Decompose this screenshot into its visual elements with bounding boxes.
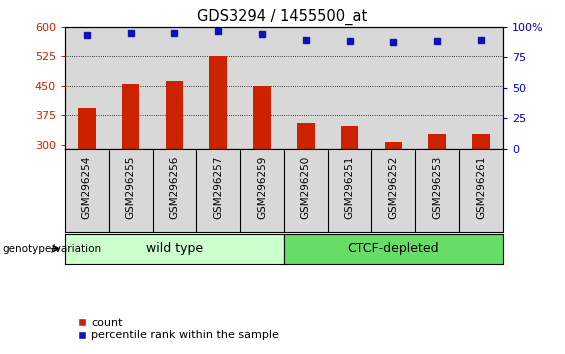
Bar	[210, 57, 227, 263]
Bar	[428, 134, 446, 263]
Text: GSM296261: GSM296261	[476, 155, 486, 219]
Text: GSM296256: GSM296256	[170, 155, 180, 219]
Text: GSM296252: GSM296252	[388, 155, 398, 219]
Bar	[385, 142, 402, 263]
Text: wild type: wild type	[146, 242, 203, 255]
Bar	[253, 86, 271, 263]
Bar	[78, 108, 95, 263]
Text: GSM296257: GSM296257	[213, 155, 223, 219]
Bar	[166, 81, 183, 263]
Text: GSM296255: GSM296255	[125, 155, 136, 219]
Legend: count, percentile rank within the sample: count, percentile rank within the sample	[73, 314, 284, 345]
Text: CTCF-depleted: CTCF-depleted	[347, 242, 439, 255]
Text: GSM296259: GSM296259	[257, 155, 267, 219]
Text: GSM296253: GSM296253	[432, 155, 442, 219]
Text: GSM296250: GSM296250	[301, 155, 311, 218]
Bar	[297, 123, 315, 263]
Bar	[472, 134, 490, 263]
Text: GSM296251: GSM296251	[345, 155, 355, 219]
Bar	[122, 84, 140, 263]
Bar	[341, 126, 358, 263]
Text: GSM296254: GSM296254	[82, 155, 92, 219]
Text: GDS3294 / 1455500_at: GDS3294 / 1455500_at	[197, 9, 368, 25]
Text: genotype/variation: genotype/variation	[3, 244, 102, 254]
